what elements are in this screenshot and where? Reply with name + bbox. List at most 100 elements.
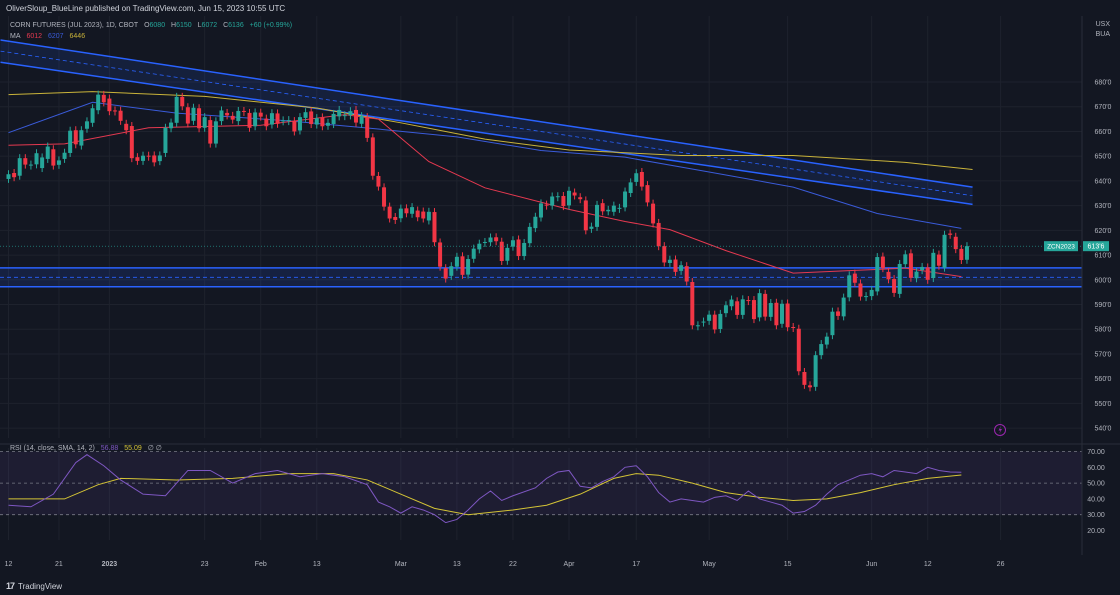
candle-body	[101, 94, 106, 103]
candle-body	[723, 305, 728, 314]
lightning-icon[interactable]	[994, 424, 1006, 436]
candle-body	[34, 153, 39, 165]
candle-up	[325, 118, 330, 130]
candle-body	[785, 303, 790, 328]
candle-up	[314, 114, 319, 129]
candle-up	[96, 90, 101, 115]
candle-up	[830, 307, 835, 340]
candle-down	[544, 200, 549, 210]
time-tick-label: 23	[201, 561, 209, 568]
candle-up	[213, 117, 218, 148]
tradingview-logo[interactable]: 17 TradingView	[6, 581, 62, 591]
candle-body	[942, 234, 947, 268]
candle-down	[802, 367, 807, 389]
candle-body	[751, 300, 756, 320]
candle-up	[68, 126, 73, 157]
candle-body	[802, 371, 807, 385]
candle-up	[45, 142, 50, 163]
symbol-title: CORN FUTURES (JUL 2023), 1D, CBOT	[10, 22, 139, 29]
candle-body	[746, 300, 751, 302]
candle-body	[494, 237, 499, 242]
ma-long-line	[8, 91, 973, 171]
candle-body	[589, 226, 594, 229]
candle-up	[964, 242, 969, 264]
candle-body	[241, 110, 246, 112]
candle-body	[174, 96, 179, 123]
candle-up	[471, 244, 476, 263]
rsi-legend[interactable]: RSI (14, close, SMA, 14, 2) 56.88 55.09 …	[10, 444, 166, 452]
candle-body	[869, 289, 874, 297]
ohlc-high: H6150	[171, 22, 192, 29]
candle-body	[555, 196, 560, 198]
price-tick-label: 680'0	[1095, 80, 1112, 87]
candle-body	[404, 208, 409, 214]
rsi-tick-label: 30.00	[1087, 512, 1105, 519]
candle-body	[124, 123, 129, 131]
candle-down	[796, 324, 801, 376]
candle-down	[241, 106, 246, 116]
rsi-value: 56.88	[100, 445, 119, 452]
candle-body	[572, 192, 577, 196]
candle-down	[583, 196, 588, 235]
candle-down	[774, 298, 779, 330]
candle-down	[112, 106, 117, 116]
candle-body	[454, 256, 459, 267]
time-tick-label: 12	[5, 561, 13, 568]
candle-up	[477, 239, 482, 254]
candle-up	[931, 248, 936, 283]
rsi-tick-label: 50.00	[1087, 481, 1105, 488]
candle-down	[365, 113, 370, 142]
candle-up	[331, 109, 336, 129]
price-tag: 613'6	[1088, 244, 1105, 251]
time-tick-label: May	[703, 561, 717, 568]
candle-body	[645, 185, 650, 203]
candle-body	[84, 121, 89, 129]
candle-body	[471, 248, 476, 259]
rsi-tick-label: 60.00	[1087, 465, 1105, 472]
candle-down	[662, 242, 667, 267]
candle-down	[836, 307, 841, 320]
candle-body	[852, 273, 857, 283]
candle-down	[936, 250, 941, 270]
price-tick-label: 600'0	[1095, 277, 1112, 284]
candle-down	[180, 92, 185, 111]
ma-long-value: 6446	[69, 33, 86, 40]
candle-down	[208, 116, 213, 148]
candle-up	[914, 267, 919, 283]
publish-banner: OliverSloup_BlueLine published on Tradin…	[6, 4, 286, 13]
candle-body	[875, 257, 880, 292]
candle-up	[174, 92, 179, 127]
ma-legend[interactable]: MA 6012 6207 6446	[10, 33, 89, 40]
candle-body	[611, 205, 616, 212]
candle-up	[454, 252, 459, 271]
candle-body	[23, 158, 28, 165]
candle-up	[729, 295, 734, 311]
time-tick-label: Apr	[564, 561, 576, 568]
candle-down	[230, 111, 235, 124]
candle-down	[948, 229, 953, 239]
candle-body	[847, 275, 852, 298]
candle-down	[578, 193, 583, 204]
candle-body	[763, 293, 768, 317]
candle-up	[169, 118, 174, 133]
candle-body	[169, 122, 174, 129]
candle-body	[230, 115, 235, 120]
candle-down	[404, 204, 409, 218]
candle-down	[712, 310, 717, 334]
price-tick-label: 620'0	[1095, 228, 1112, 235]
candle-up	[398, 204, 403, 223]
candle-body	[163, 127, 168, 153]
candle-down	[651, 199, 656, 228]
candle-up	[634, 169, 639, 186]
candle-down	[292, 117, 297, 136]
candle-up	[538, 199, 543, 222]
candle-body	[325, 122, 330, 126]
candle-body	[236, 110, 241, 122]
candle-up	[550, 192, 555, 210]
candlesticks[interactable]	[6, 90, 969, 392]
time-tick-label: 2023	[102, 561, 118, 568]
rsi-tick-label: 20.00	[1087, 528, 1105, 535]
candle-body	[393, 216, 398, 220]
candle-body	[522, 242, 527, 257]
